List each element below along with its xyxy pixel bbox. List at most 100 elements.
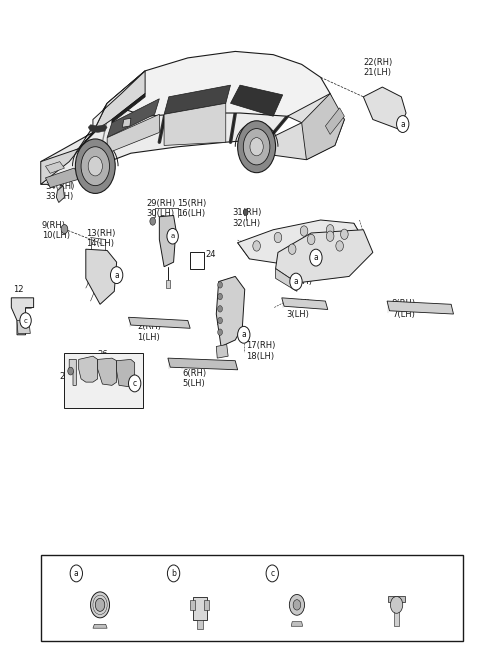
Polygon shape xyxy=(387,301,454,314)
Polygon shape xyxy=(107,52,330,116)
Text: 12: 12 xyxy=(13,285,24,294)
Circle shape xyxy=(290,273,302,290)
Circle shape xyxy=(300,226,308,236)
Polygon shape xyxy=(88,125,107,133)
Circle shape xyxy=(91,592,109,618)
Text: 21(LH): 21(LH) xyxy=(363,67,391,77)
Text: a: a xyxy=(74,569,79,578)
Circle shape xyxy=(75,139,115,194)
Circle shape xyxy=(218,329,222,336)
Circle shape xyxy=(88,156,102,176)
Polygon shape xyxy=(325,108,344,135)
Polygon shape xyxy=(17,320,30,334)
Circle shape xyxy=(274,232,282,243)
Circle shape xyxy=(238,326,250,343)
Circle shape xyxy=(168,565,180,582)
Circle shape xyxy=(293,600,301,610)
Circle shape xyxy=(307,234,315,245)
Circle shape xyxy=(167,228,179,244)
Text: 29(RH)
30(LH): 29(RH) 30(LH) xyxy=(146,199,175,218)
Circle shape xyxy=(289,594,304,615)
Circle shape xyxy=(253,241,261,251)
Polygon shape xyxy=(93,625,107,628)
Polygon shape xyxy=(46,168,84,188)
Circle shape xyxy=(129,375,141,392)
Text: 13(RH)
14(LH): 13(RH) 14(LH) xyxy=(86,229,115,249)
Circle shape xyxy=(336,241,343,251)
Text: 26: 26 xyxy=(97,350,108,358)
Text: a: a xyxy=(170,233,175,239)
Polygon shape xyxy=(46,162,64,173)
Circle shape xyxy=(326,224,334,235)
Text: 6(RH)
5(LH): 6(RH) 5(LH) xyxy=(182,368,206,388)
Text: 27: 27 xyxy=(60,372,71,381)
Text: a: a xyxy=(241,330,246,339)
Text: 11: 11 xyxy=(78,372,88,381)
Polygon shape xyxy=(112,94,145,123)
Polygon shape xyxy=(41,103,107,162)
Text: 2(RH)
1(LH): 2(RH) 1(LH) xyxy=(137,322,161,342)
Circle shape xyxy=(70,565,83,582)
Polygon shape xyxy=(204,600,209,610)
Text: 34(RH)
33(LH): 34(RH) 33(LH) xyxy=(46,182,75,201)
Polygon shape xyxy=(192,597,207,620)
Polygon shape xyxy=(394,602,399,627)
Polygon shape xyxy=(268,107,344,160)
Polygon shape xyxy=(79,356,97,382)
Text: 4(RH)
3(LH): 4(RH) 3(LH) xyxy=(287,299,311,318)
Polygon shape xyxy=(122,118,131,128)
Text: a: a xyxy=(400,120,405,129)
FancyBboxPatch shape xyxy=(41,555,463,642)
Polygon shape xyxy=(197,620,203,630)
Polygon shape xyxy=(216,345,228,358)
Polygon shape xyxy=(12,298,34,335)
Polygon shape xyxy=(276,269,297,291)
Circle shape xyxy=(218,282,222,288)
Polygon shape xyxy=(86,249,117,304)
FancyBboxPatch shape xyxy=(190,252,204,269)
Text: 9(RH)
10(LH): 9(RH) 10(LH) xyxy=(42,220,70,240)
Text: 31(RH)
32(LH): 31(RH) 32(LH) xyxy=(232,209,261,228)
Circle shape xyxy=(243,129,270,165)
Circle shape xyxy=(218,293,222,300)
Polygon shape xyxy=(164,103,226,145)
Polygon shape xyxy=(117,360,135,387)
Polygon shape xyxy=(159,215,176,267)
Polygon shape xyxy=(363,87,406,129)
Circle shape xyxy=(20,313,31,328)
Circle shape xyxy=(288,244,296,254)
Circle shape xyxy=(390,596,403,613)
Polygon shape xyxy=(301,94,344,160)
Polygon shape xyxy=(164,85,230,114)
Circle shape xyxy=(81,146,109,186)
Polygon shape xyxy=(276,230,373,283)
Polygon shape xyxy=(230,85,283,116)
Polygon shape xyxy=(93,71,145,133)
Text: 8(RH)
7(LH): 8(RH) 7(LH) xyxy=(392,299,416,318)
Text: a: a xyxy=(313,253,318,262)
Polygon shape xyxy=(282,298,328,309)
Polygon shape xyxy=(69,360,76,385)
Text: 20(RH)
19(LH): 20(RH) 19(LH) xyxy=(284,267,313,286)
Text: b: b xyxy=(171,569,176,578)
Circle shape xyxy=(396,116,409,133)
Text: 28: 28 xyxy=(283,566,294,575)
Text: 22(RH): 22(RH) xyxy=(363,58,393,67)
Circle shape xyxy=(110,267,123,284)
Circle shape xyxy=(96,598,105,611)
Circle shape xyxy=(266,565,278,582)
Polygon shape xyxy=(97,358,117,385)
FancyBboxPatch shape xyxy=(64,353,143,408)
Polygon shape xyxy=(129,317,190,328)
Polygon shape xyxy=(56,186,64,203)
Circle shape xyxy=(68,367,73,375)
Circle shape xyxy=(326,231,334,241)
Polygon shape xyxy=(41,84,288,184)
Text: 17(RH)
18(LH): 17(RH) 18(LH) xyxy=(246,341,275,360)
Text: 25: 25 xyxy=(184,566,195,575)
Polygon shape xyxy=(238,220,363,266)
Text: c: c xyxy=(24,317,27,324)
Polygon shape xyxy=(107,114,159,153)
Circle shape xyxy=(310,249,322,266)
Circle shape xyxy=(341,229,348,239)
